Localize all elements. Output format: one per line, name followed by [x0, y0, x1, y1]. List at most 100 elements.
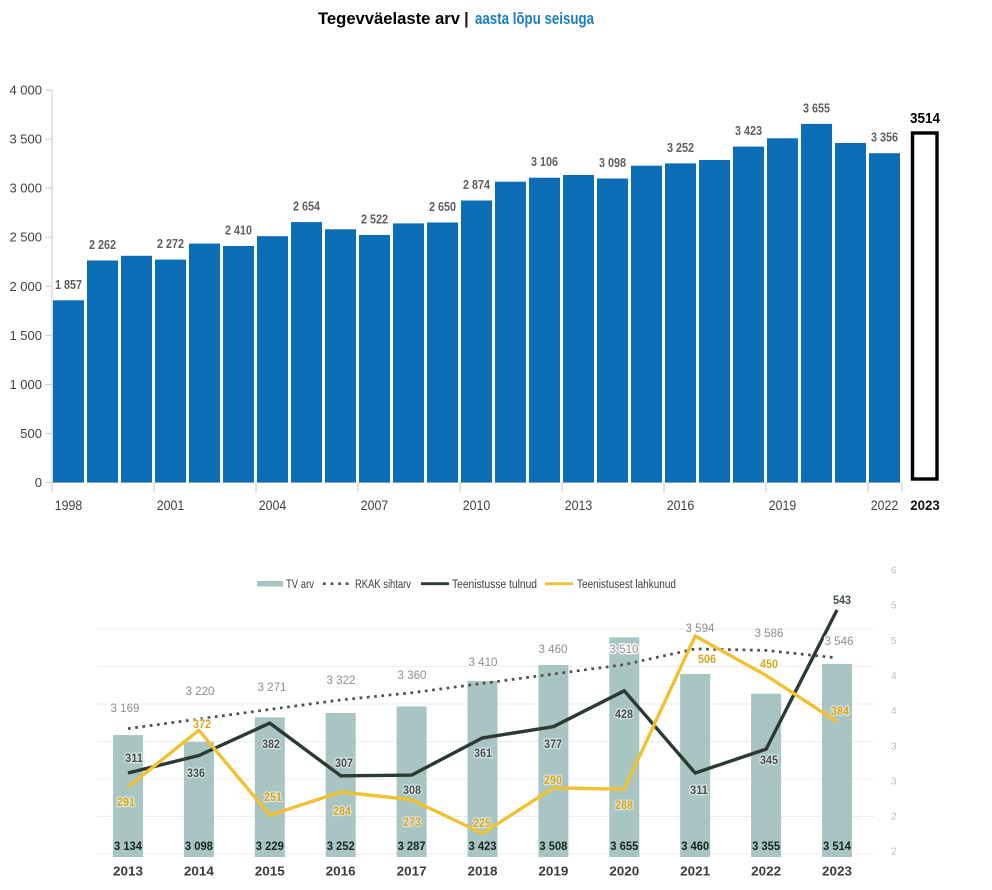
svg-text:TV arv: TV arv: [286, 579, 314, 591]
svg-text:2 000: 2 000: [9, 279, 42, 294]
svg-text:3 514: 3 514: [823, 839, 851, 853]
svg-text:2007: 2007: [361, 498, 389, 513]
svg-text:3: 3: [891, 741, 897, 752]
svg-text:2015: 2015: [255, 864, 285, 879]
svg-text:382: 382: [262, 739, 280, 751]
svg-text:Teenistusest lahkunud: Teenistusest lahkunud: [577, 579, 676, 591]
svg-text:3 169: 3 169: [111, 703, 140, 715]
svg-text:1998: 1998: [55, 498, 83, 513]
svg-text:345: 345: [760, 755, 779, 767]
svg-text:4: 4: [891, 671, 897, 682]
svg-text:2010: 2010: [463, 498, 491, 513]
svg-text:3 106: 3 106: [531, 155, 558, 169]
svg-text:0: 0: [35, 475, 42, 490]
svg-text:2001: 2001: [157, 498, 185, 513]
svg-text:308: 308: [403, 785, 422, 797]
svg-text:3 322: 3 322: [327, 675, 356, 687]
svg-text:2 874: 2 874: [463, 178, 490, 192]
svg-text:3 546: 3 546: [825, 636, 854, 648]
svg-text:291: 291: [117, 797, 136, 809]
svg-text:2: 2: [891, 812, 897, 823]
svg-text:251: 251: [264, 792, 283, 804]
svg-text:2023: 2023: [910, 498, 940, 513]
svg-text:361: 361: [474, 748, 493, 760]
svg-text:2 272: 2 272: [157, 237, 184, 251]
svg-text:3 287: 3 287: [398, 839, 426, 853]
svg-text:384: 384: [831, 706, 850, 718]
svg-text:3 360: 3 360: [398, 670, 427, 682]
svg-text:3 252: 3 252: [327, 839, 355, 853]
svg-text:2016: 2016: [667, 498, 695, 513]
svg-text:Tegevväelaste arv: Tegevväelaste arv: [318, 9, 461, 28]
svg-text:2 410: 2 410: [225, 224, 252, 238]
svg-text:3 460: 3 460: [681, 839, 709, 853]
svg-text:336: 336: [187, 768, 205, 780]
svg-text:6: 6: [891, 566, 897, 577]
svg-text:aasta lõpu seisuga: aasta lõpu seisuga: [475, 9, 594, 28]
svg-text:3 356: 3 356: [871, 131, 898, 145]
svg-text:3514: 3514: [910, 111, 940, 127]
svg-text:3 586: 3 586: [755, 628, 784, 640]
svg-text:428: 428: [615, 709, 634, 721]
svg-text:506: 506: [698, 654, 716, 666]
svg-text:2019: 2019: [538, 864, 568, 879]
svg-text:284: 284: [333, 806, 352, 818]
svg-text:4 000: 4 000: [9, 83, 42, 98]
svg-text:2020: 2020: [609, 864, 639, 879]
svg-text:3 220: 3 220: [186, 686, 215, 698]
svg-text:372: 372: [193, 719, 211, 731]
svg-text:3 134: 3 134: [114, 839, 142, 853]
svg-text:450: 450: [760, 659, 778, 671]
svg-text:307: 307: [335, 758, 353, 770]
svg-text:3 271: 3 271: [258, 682, 287, 694]
svg-text:311: 311: [125, 753, 144, 765]
svg-text:3 508: 3 508: [539, 839, 567, 853]
svg-text:3 423: 3 423: [735, 124, 762, 138]
svg-text:543: 543: [833, 595, 851, 607]
svg-text:2023: 2023: [822, 864, 852, 879]
svg-text:2019: 2019: [769, 498, 797, 513]
svg-text:377: 377: [544, 739, 562, 751]
svg-text:2 650: 2 650: [429, 200, 456, 214]
svg-text:5: 5: [891, 636, 897, 647]
svg-text:2 522: 2 522: [361, 213, 388, 227]
svg-text:1 000: 1 000: [9, 377, 42, 392]
svg-text:2013: 2013: [565, 498, 593, 513]
svg-text:2 262: 2 262: [89, 238, 116, 252]
svg-text:2021: 2021: [680, 864, 710, 879]
svg-text:3 410: 3 410: [469, 657, 498, 669]
svg-text:3 510: 3 510: [610, 644, 639, 656]
svg-text:3 423: 3 423: [469, 839, 497, 853]
svg-text:3 500: 3 500: [9, 132, 42, 147]
svg-text:|: |: [464, 9, 469, 28]
svg-text:3 098: 3 098: [599, 156, 626, 170]
svg-text:3 655: 3 655: [803, 101, 830, 115]
svg-text:290: 290: [544, 775, 562, 787]
svg-text:2: 2: [891, 847, 897, 858]
svg-text:1 857: 1 857: [55, 278, 82, 292]
svg-text:Teenistusse tulnud: Teenistusse tulnud: [452, 579, 537, 591]
svg-text:3 655: 3 655: [610, 839, 638, 853]
svg-text:273: 273: [403, 817, 421, 829]
svg-text:3 460: 3 460: [539, 644, 568, 656]
svg-text:2 500: 2 500: [9, 230, 42, 245]
svg-text:2017: 2017: [397, 864, 427, 879]
svg-text:3 000: 3 000: [9, 181, 42, 196]
svg-text:RKAK sihtarv: RKAK sihtarv: [355, 579, 411, 591]
svg-text:2022: 2022: [871, 498, 899, 513]
svg-text:2022: 2022: [751, 864, 781, 879]
svg-text:2018: 2018: [468, 864, 498, 879]
svg-text:2014: 2014: [184, 864, 215, 879]
svg-text:5: 5: [891, 601, 897, 612]
svg-text:311: 311: [690, 785, 709, 797]
svg-text:3 229: 3 229: [256, 839, 284, 853]
svg-text:2013: 2013: [113, 864, 143, 879]
svg-text:3 098: 3 098: [185, 839, 213, 853]
svg-text:288: 288: [615, 800, 634, 812]
svg-text:500: 500: [20, 426, 42, 441]
svg-text:3: 3: [891, 776, 897, 787]
svg-text:4: 4: [891, 706, 897, 717]
svg-text:3 594: 3 594: [686, 623, 716, 635]
svg-text:2016: 2016: [326, 864, 356, 879]
svg-text:2004: 2004: [259, 498, 287, 513]
